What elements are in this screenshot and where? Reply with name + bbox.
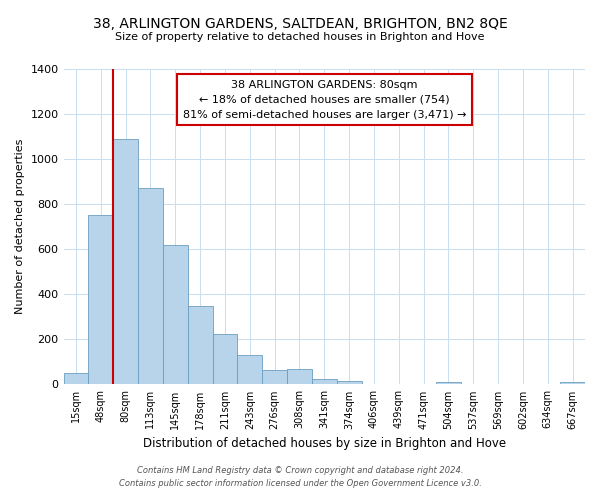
Text: Contains HM Land Registry data © Crown copyright and database right 2024.
Contai: Contains HM Land Registry data © Crown c… [119, 466, 481, 487]
Bar [138, 188, 163, 384]
Bar [113, 139, 138, 384]
Text: 38 ARLINGTON GARDENS: 80sqm
← 18% of detached houses are smaller (754)
81% of se: 38 ARLINGTON GARDENS: 80sqm ← 18% of det… [182, 80, 466, 120]
Bar [560, 382, 585, 384]
X-axis label: Distribution of detached houses by size in Brighton and Hove: Distribution of detached houses by size … [143, 437, 506, 450]
Bar [238, 355, 262, 384]
Bar [287, 368, 312, 384]
Bar [212, 334, 238, 384]
Bar [262, 370, 287, 384]
Bar [436, 382, 461, 384]
Bar [312, 379, 337, 384]
Text: Size of property relative to detached houses in Brighton and Hove: Size of property relative to detached ho… [115, 32, 485, 42]
Bar [64, 373, 88, 384]
Text: 38, ARLINGTON GARDENS, SALTDEAN, BRIGHTON, BN2 8QE: 38, ARLINGTON GARDENS, SALTDEAN, BRIGHTO… [92, 18, 508, 32]
Bar [163, 244, 188, 384]
Y-axis label: Number of detached properties: Number of detached properties [15, 139, 25, 314]
Bar [188, 306, 212, 384]
Bar [337, 381, 362, 384]
Bar [88, 216, 113, 384]
